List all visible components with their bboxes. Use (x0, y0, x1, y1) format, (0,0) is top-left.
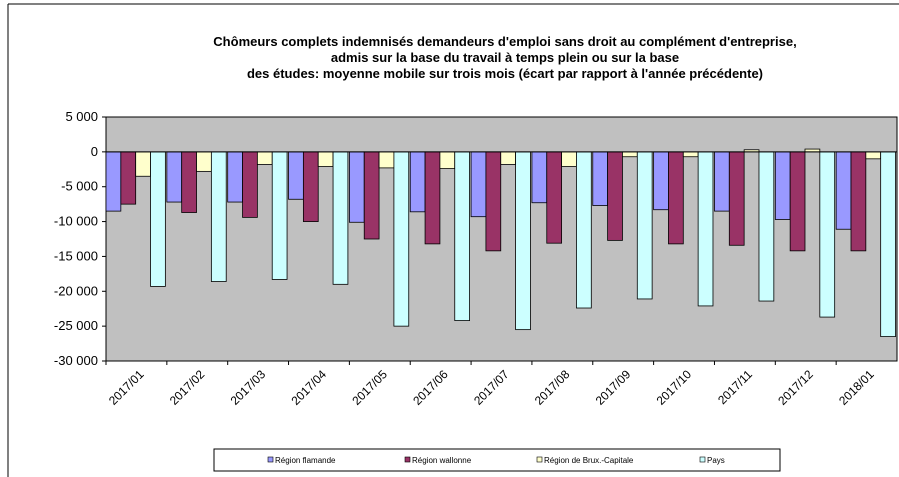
bar (576, 151, 592, 309)
bar (227, 151, 243, 203)
y-tick-label: -30 000 (54, 353, 98, 368)
bar (378, 151, 395, 169)
bar (271, 151, 288, 280)
bar (636, 151, 653, 300)
x-tick-label: 2017/12 (775, 367, 816, 408)
bar (789, 151, 806, 252)
bar (105, 151, 122, 212)
legend-box (213, 448, 781, 472)
bar (181, 151, 197, 213)
bar (500, 151, 516, 165)
legend-swatch (404, 456, 411, 463)
bar (819, 151, 836, 318)
bar (653, 151, 669, 211)
bar (515, 151, 531, 331)
bar (697, 151, 714, 307)
bar (332, 151, 349, 285)
bar (439, 151, 456, 169)
bar (485, 151, 502, 252)
x-tick-label: 2017/06 (410, 367, 451, 408)
bar (454, 151, 470, 321)
y-tick-label: 5 000 (65, 109, 98, 124)
legend-label: Région de Brux.-Capitale (544, 456, 634, 465)
bar (774, 151, 791, 220)
bar (561, 151, 577, 167)
x-tick-label: 2017/10 (654, 367, 695, 408)
bar (210, 151, 227, 282)
bar (150, 151, 166, 287)
bar (409, 151, 426, 213)
bar (758, 151, 775, 302)
x-tick-label: 2017/03 (228, 367, 269, 408)
bar (682, 151, 699, 158)
legend-label: Pays (707, 456, 725, 465)
bar (424, 151, 441, 245)
bar (317, 151, 334, 167)
y-tick-label: -10 000 (54, 214, 98, 229)
bar (880, 151, 896, 338)
bar (196, 151, 212, 172)
bar (288, 151, 304, 200)
bar (607, 151, 623, 241)
legend-swatch (267, 456, 274, 463)
bar (470, 151, 487, 218)
bar (531, 151, 548, 204)
bar (622, 151, 638, 158)
x-tick-label: 2017/11 (715, 367, 755, 407)
bar (256, 151, 273, 165)
bar (302, 151, 319, 222)
bar (393, 151, 410, 327)
bar (166, 151, 183, 203)
bar (592, 151, 609, 206)
y-tick-label: 0 (91, 144, 98, 159)
chart-title: Chômeurs complets indemnisés demandeurs … (213, 34, 796, 81)
y-tick-label: -15 000 (54, 248, 98, 263)
bar (348, 151, 365, 223)
legend-swatch (699, 456, 706, 463)
y-tick-label: -5 000 (61, 179, 98, 194)
legend-swatch (536, 456, 543, 463)
x-tick-label: 2017/02 (167, 367, 208, 408)
x-tick-label: 2017/05 (349, 367, 390, 408)
x-tick-label: 2017/04 (289, 367, 330, 408)
bar (714, 151, 730, 212)
y-tick-label: -25 000 (54, 318, 98, 333)
bar (363, 151, 380, 240)
bar (835, 151, 852, 230)
bar (135, 151, 151, 177)
x-tick-label: 2018/01 (836, 367, 877, 408)
x-tick-label: 2017/09 (593, 367, 634, 408)
bar (865, 151, 882, 160)
bar (728, 151, 745, 246)
bar (546, 151, 563, 244)
bar (242, 151, 258, 218)
x-tick-label: 2017/08 (532, 367, 573, 408)
x-tick-label: 2017/07 (471, 367, 512, 408)
x-tick-label: 2017/01 (106, 367, 147, 408)
bar (668, 151, 684, 245)
legend-label: Région flamande (275, 456, 336, 465)
y-tick-label: -20 000 (54, 283, 98, 298)
bar (850, 151, 867, 252)
bar (120, 151, 137, 205)
legend-label: Région wallonne (412, 456, 472, 465)
